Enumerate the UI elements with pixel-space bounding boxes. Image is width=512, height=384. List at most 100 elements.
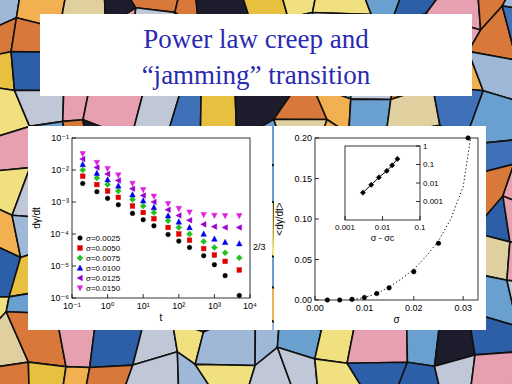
y-tick [416,201,420,202]
y-tick-label: 10⁻⁵ [51,261,70,271]
y-tick-label: 10⁻³ [51,197,69,207]
title-box [40,14,472,96]
grain [123,352,179,384]
marker [187,217,192,223]
legend-item: σ=0.0125 [77,274,121,283]
marker [141,210,146,215]
marker [166,225,171,230]
x-axis-title: σ [393,314,400,325]
marker [129,196,135,202]
marker [187,231,193,237]
marker [129,186,134,192]
x-tick-label: 10¹ [137,301,150,311]
marker [141,217,146,222]
marker [151,199,156,205]
legend-marker [78,246,83,251]
marker [237,268,242,273]
legend-item: σ=0.0075 [77,254,121,263]
y-tick-label: 1 [423,142,428,151]
grain [195,364,255,384]
y-tick [315,138,319,139]
marker [140,188,146,193]
marker [325,298,330,303]
grain [0,362,29,384]
marker [116,173,122,178]
marker [94,170,100,175]
y-tick [72,298,76,299]
marker [140,198,146,203]
legend-label: σ=0.0075 [86,254,121,263]
marker [201,212,207,217]
marker [116,195,121,200]
marker [165,207,170,213]
x-tick [72,294,73,298]
marker [211,244,217,250]
marker [187,238,192,243]
grain [507,280,512,326]
x-tick [382,216,383,220]
y-tick [416,164,420,165]
x-tick [315,296,316,300]
marker [115,178,120,184]
grain [277,347,319,384]
grain [435,355,476,384]
marker [140,193,145,199]
x-tick-label: 0.01 [356,303,374,313]
marker [116,183,122,188]
marker [384,168,389,173]
marker [140,203,146,209]
marker [411,269,416,274]
panel [28,126,272,330]
marker [187,224,193,229]
marker [151,204,157,209]
legend-marker [77,255,83,261]
marker [105,171,110,177]
x-axis-title: σ - σc [371,233,395,243]
marker [105,182,111,188]
marker [94,160,100,165]
marker [236,225,241,231]
title-line: Power law creep and [143,24,369,54]
marker [115,188,121,194]
y-tick-label: 10⁻² [51,165,69,175]
grain [0,126,30,172]
y-tick [315,300,319,301]
marker [94,175,100,181]
x-tick-label: 10⁰ [101,301,115,311]
marker [237,241,243,246]
panel [274,126,486,330]
marks [325,136,471,303]
x-tick-label: 0.01 [375,223,391,232]
marker [337,298,342,303]
marker [212,213,218,218]
legend-label: σ=0.0150 [86,284,121,293]
marker [165,213,171,218]
legend-marker [77,275,82,281]
marker [130,211,135,216]
y-tick-label: 10⁻⁴ [50,229,69,239]
y-tick [72,170,76,171]
marker [223,259,228,264]
chart: 10⁻¹10⁰10¹10²10³10⁴10⁻⁶10⁻⁵10⁻⁴10⁻³10⁻²1… [31,133,266,323]
y-tick-label: 10⁻¹ [51,133,69,143]
marker [151,210,157,216]
x-tick [463,296,464,300]
marker [176,206,182,211]
x-tick-label: 10⁴ [243,301,257,311]
marker [222,250,228,256]
marker [152,216,157,221]
legend-marker [77,265,83,270]
y-tick-label: 0.20 [294,133,312,143]
y-tick [72,234,76,235]
marks [360,156,400,195]
legend-label: σ=0.0025 [86,234,121,243]
marks [80,152,243,298]
marker [222,225,227,231]
marker [130,204,135,209]
marker [176,224,182,230]
marker [201,222,206,228]
y-tick [416,146,420,147]
y-tick [315,219,319,220]
x-tick-label: 0.03 [454,303,472,313]
marker [212,253,217,258]
